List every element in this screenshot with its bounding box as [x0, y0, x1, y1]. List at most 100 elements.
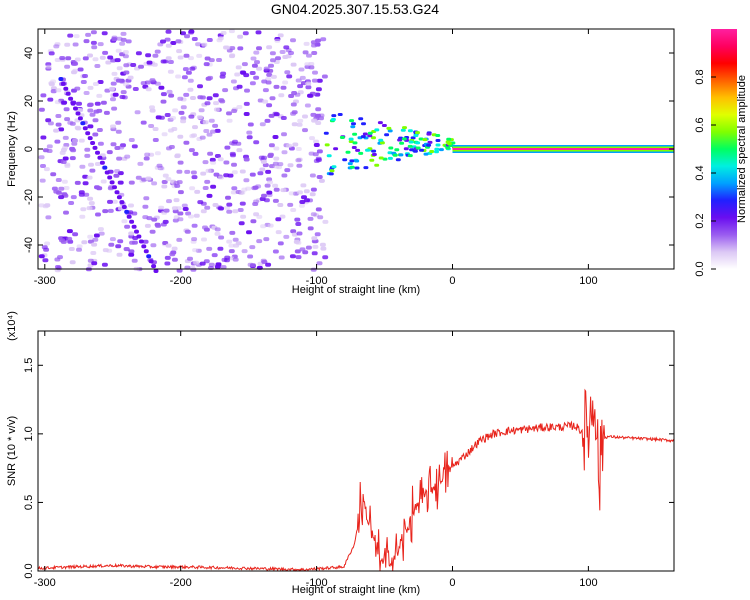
spectrogram-cell	[98, 231, 105, 236]
spectrogram-cell	[126, 214, 132, 219]
spectrogram-cell	[72, 61, 79, 66]
spectrogram-cell	[349, 159, 355, 163]
spectrogram-cell	[256, 66, 263, 71]
spectrogram-cell	[189, 66, 196, 71]
spectrogram-cell	[295, 147, 302, 151]
spectrogram-cell	[266, 190, 273, 195]
spectrogram-cell	[435, 134, 441, 137]
spectrogram-cell	[160, 99, 167, 104]
spectrogram-cell	[180, 105, 187, 110]
spectrogram-cell	[348, 140, 354, 143]
spectrogram-cell	[206, 193, 213, 198]
spectrogram-cell	[156, 163, 163, 168]
spectrogram-cell	[58, 195, 65, 200]
spectrogram-cell	[80, 80, 87, 84]
spectrogram-cell	[87, 136, 93, 141]
spectrogram-cell	[150, 243, 157, 248]
spectrogram-cell	[308, 151, 315, 156]
spectrogram-cell	[214, 154, 221, 158]
spectrogram-cell	[446, 137, 452, 141]
spectrogram-cell	[296, 163, 303, 168]
spectrogram-cell	[273, 112, 280, 117]
spectrogram-cell	[142, 215, 149, 220]
spectrogram-cell	[429, 150, 435, 153]
spectrogram-cell	[82, 181, 89, 186]
spectrogram-cell	[119, 95, 126, 99]
spectrogram-cell	[298, 67, 305, 72]
spectrogram-cell	[427, 140, 433, 144]
spectrogram-cell	[120, 31, 127, 36]
spectrogram-cell	[316, 261, 323, 266]
spectrogram-cell	[64, 117, 71, 122]
spectrogram-cell	[339, 136, 345, 139]
spectrogram-cell	[214, 128, 221, 133]
spectrogram-cell	[47, 97, 54, 102]
spectrogram-cell	[90, 30, 97, 35]
spectrogram-cell	[95, 150, 100, 155]
colorbar-tick-label: 0.6	[694, 117, 706, 132]
spectrogram-cell	[220, 31, 227, 35]
spectrogram-cell	[138, 239, 144, 244]
spectrogram-cell	[277, 33, 284, 38]
spectrogram-cell	[65, 91, 71, 96]
spectrogram-cell	[110, 97, 116, 102]
spectrogram-cell	[122, 54, 129, 59]
spectrogram-cell	[176, 169, 183, 174]
spectrogram-cell	[350, 125, 356, 129]
spectrogram-cell	[311, 78, 318, 83]
spectrogram-cell	[360, 135, 366, 139]
spectrogram-cell	[149, 105, 155, 110]
snr-x-tick-label: -300	[34, 577, 56, 589]
spectrogram-cell	[79, 214, 86, 219]
spectrogram-cell	[101, 262, 108, 267]
spectrogram-cell	[114, 146, 121, 150]
figure-title: GN04.2025.307.15.53.G24	[271, 1, 439, 17]
colorbar-tick-label: 0.2	[694, 213, 706, 228]
spectrogram-cell	[272, 161, 279, 166]
spectrogram-cell	[110, 142, 117, 147]
spectrogram-cell	[167, 60, 174, 64]
spectrogram-cell	[243, 73, 250, 78]
spectrogram-cell	[326, 154, 332, 158]
spectrogram-cell	[175, 74, 182, 79]
spectrogram-cell	[315, 121, 322, 125]
spectrogram-cell	[108, 242, 115, 247]
spectrogram-cell	[87, 124, 94, 129]
spectrogram-cell	[220, 265, 227, 270]
spectrogram-cell	[109, 180, 115, 185]
spectrogram-cell	[374, 128, 380, 132]
spectrogram-cell	[41, 245, 48, 250]
spectrogram-cell	[217, 157, 224, 162]
spectrogram-cell	[247, 254, 254, 259]
spectrogram-cell	[90, 141, 96, 145]
spectrogram-cell	[418, 137, 424, 141]
spectrogram-cell	[314, 92, 321, 97]
spectrogram-cell	[347, 162, 353, 166]
spectrogram-y-label: Frequency (Hz)	[6, 111, 18, 187]
spectrogram-cell	[243, 178, 250, 183]
spectrogram-cell	[47, 121, 54, 126]
spectrogram-cell	[38, 254, 45, 259]
spectrogram-cell	[103, 110, 110, 115]
spectrogram-cell	[260, 159, 267, 164]
spectrogram-cell	[395, 158, 401, 162]
spectrogram-cell	[309, 192, 316, 197]
spectrogram-cell	[190, 170, 197, 175]
spectrogram-cell	[224, 205, 230, 210]
spectrogram-cell	[243, 101, 250, 106]
spectrogram-cell	[310, 212, 317, 217]
spectrogram-cell	[218, 235, 225, 240]
spectrogram-cell	[53, 189, 60, 194]
spectrogram-cell	[76, 101, 82, 106]
spectrogram-cell	[163, 208, 170, 213]
spectrogram-cell	[297, 84, 304, 89]
spectrogram-cell	[291, 91, 298, 95]
spectrogram-cell	[288, 51, 294, 55]
spectrogram-cell	[177, 190, 184, 195]
spectrogram-cell	[266, 103, 273, 108]
spectrogram-cell	[131, 258, 138, 263]
spectrogram-cell	[311, 51, 318, 55]
spectrogram-cell	[75, 111, 81, 116]
spectrogram-cell	[151, 217, 158, 222]
spectrogram-cell	[155, 115, 162, 120]
